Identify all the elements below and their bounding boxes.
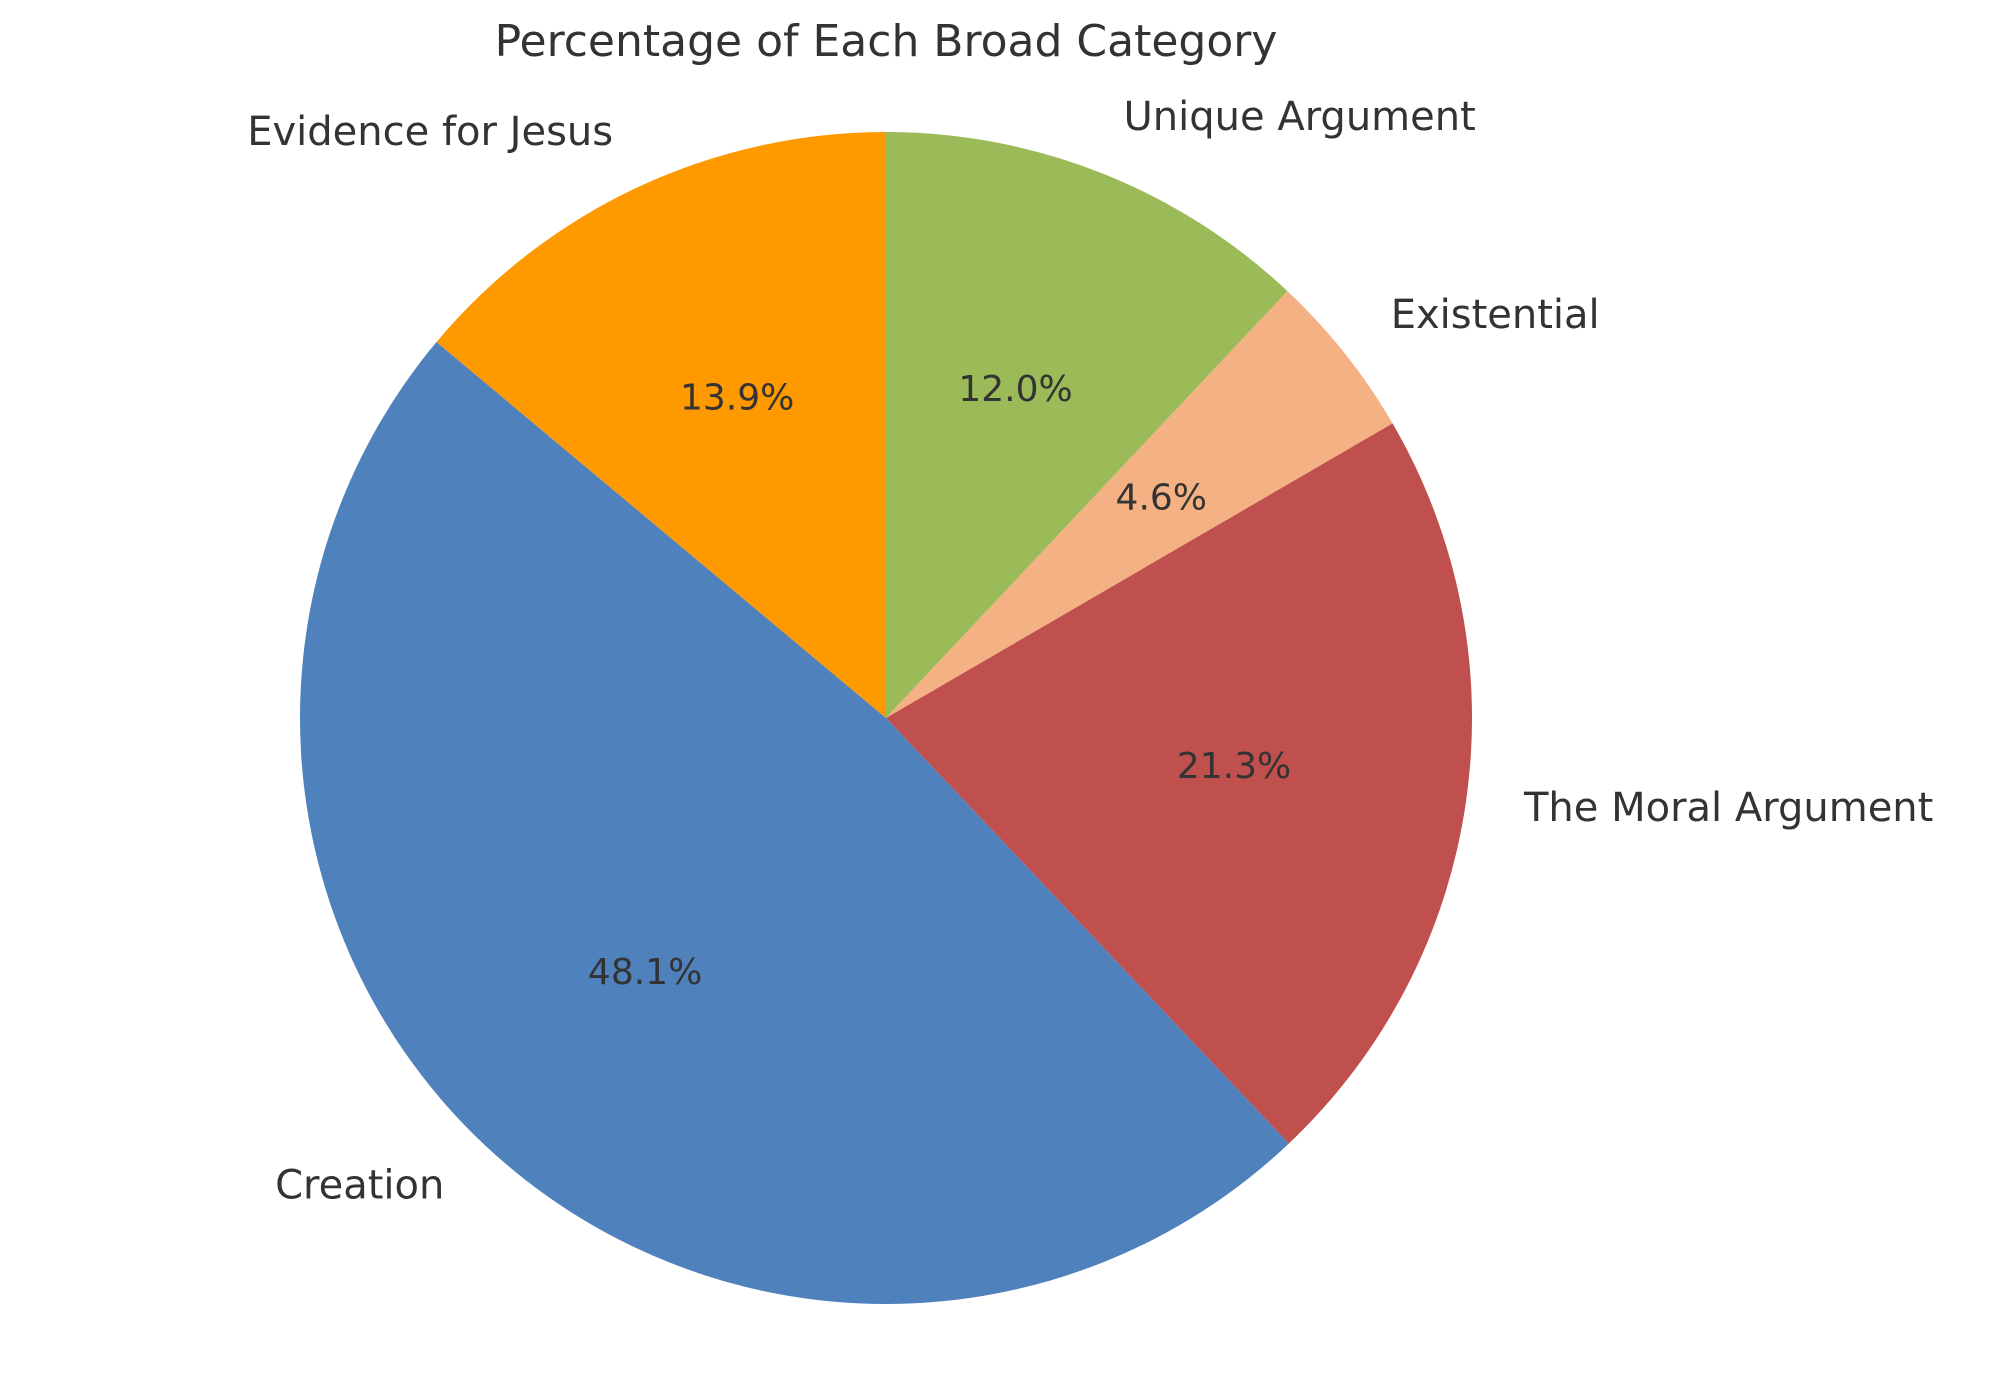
slice-percent-existential: 4.6% (1116, 477, 1207, 518)
slice-percent-unique-argument: 12.0% (958, 369, 1072, 410)
slice-the-moral-argument (886, 423, 1472, 1144)
slice-label-unique-argument: Unique Argument (1124, 94, 1476, 140)
slice-label-existential: Existential (1391, 292, 1600, 338)
slice-label-creation: Creation (275, 1163, 444, 1209)
pie-labels: Unique Argument 12.0% Existential 4.6% The M… (247, 94, 1933, 1209)
slice-evidence-for-jesus (436, 132, 886, 718)
slice-unique-argument (886, 132, 1288, 718)
slice-label-the-moral-argument: The Moral Argument (1523, 785, 1933, 831)
slice-existential (886, 291, 1393, 718)
slice-percent-evidence-for-jesus: 13.9% (680, 377, 794, 418)
chart-title: Percentage of Each Broad Category (495, 16, 1278, 67)
slice-percent-creation: 48.1% (588, 952, 702, 993)
slice-percent-the-moral-argument: 21.3% (1177, 746, 1291, 787)
pie-slices (300, 132, 1472, 1304)
slice-label-evidence-for-jesus: Evidence for Jesus (247, 109, 613, 155)
slice-creation (300, 342, 1289, 1304)
